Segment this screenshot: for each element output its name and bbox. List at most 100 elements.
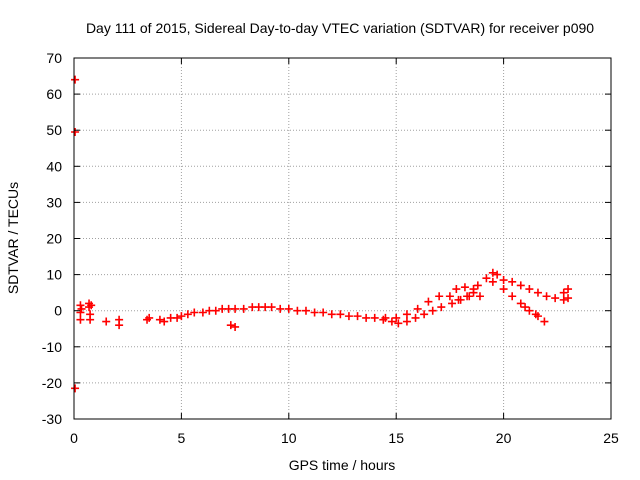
axis-ticks (73, 57, 612, 420)
data-point (115, 321, 124, 330)
x-axis-label: GPS time / hours (289, 457, 396, 473)
y-tick-label: 50 (46, 122, 62, 138)
y-tick-label: 30 (46, 194, 62, 210)
markers (71, 75, 573, 393)
data-point (76, 308, 85, 317)
data-point (508, 292, 517, 301)
data-point (475, 292, 484, 301)
data-point (86, 315, 95, 324)
data-point (71, 384, 80, 393)
data-point (76, 315, 85, 324)
data-point (493, 270, 502, 279)
data-point (211, 306, 220, 315)
data-point (155, 315, 164, 324)
data-point (469, 288, 478, 297)
data-point (77, 304, 86, 313)
data-point (488, 277, 497, 286)
data-point (525, 306, 534, 315)
data-point (173, 313, 182, 322)
data-point (531, 310, 540, 319)
data-point (336, 310, 345, 319)
data-point (473, 281, 482, 290)
data-point (551, 294, 560, 303)
data-point (525, 285, 534, 294)
data-point (387, 317, 396, 326)
data-point (276, 304, 285, 313)
y-tick-label: 70 (46, 50, 62, 66)
data-point (310, 308, 319, 317)
y-tick-label: 40 (46, 158, 62, 174)
chart-title: Day 111 of 2015, Sidereal Day-to-day VTE… (86, 20, 594, 36)
data-point (198, 308, 207, 317)
data-point (402, 310, 411, 319)
data-point (381, 313, 390, 322)
data-point (102, 317, 111, 326)
data-point (71, 128, 80, 137)
y-tick-label: -30 (42, 411, 62, 427)
data-point (420, 310, 429, 319)
data-point (540, 317, 549, 326)
x-tick-label: 15 (388, 430, 404, 446)
data-point (465, 292, 474, 301)
data-point (293, 306, 302, 315)
data-point (435, 292, 444, 301)
x-tick-label: 25 (603, 430, 619, 446)
data-point (437, 303, 446, 312)
data-point (267, 303, 276, 312)
data-point (516, 299, 525, 308)
data-point (344, 312, 353, 321)
y-tick-label: 60 (46, 86, 62, 102)
data-point (424, 297, 433, 306)
data-point (411, 313, 420, 322)
x-tick-label: 0 (70, 430, 78, 446)
data-point (499, 285, 508, 294)
data-point (521, 303, 530, 312)
data-point (301, 306, 310, 315)
data-point (190, 308, 199, 317)
data-point (564, 294, 573, 303)
y-tick-label: 10 (46, 267, 62, 283)
y-tick-labels: -30 -20 -10 0 10 20 30 40 50 60 70 (42, 50, 62, 427)
data-point (452, 285, 461, 294)
x-tick-label: 10 (281, 430, 297, 446)
data-point (516, 281, 525, 290)
data-point (370, 313, 379, 322)
data-point (488, 268, 497, 277)
data-point (533, 288, 542, 297)
data-point (183, 310, 192, 319)
y-tick-label: -20 (42, 375, 62, 391)
data-point (499, 276, 508, 285)
data-point (160, 317, 169, 326)
data-point (353, 312, 362, 321)
data-point (327, 310, 336, 319)
data-point (448, 299, 457, 308)
data-point (319, 308, 328, 317)
data-point (362, 313, 371, 322)
data-point (508, 277, 517, 286)
data-point (226, 321, 235, 330)
x-tick-labels: 0 5 10 15 20 25 (70, 430, 619, 446)
data-point (284, 304, 293, 313)
grid-lines (74, 58, 611, 419)
data-point (456, 295, 465, 304)
data-point (87, 301, 96, 310)
data-point (231, 304, 240, 313)
y-axis-label: SDTVAR / TECUs (5, 182, 21, 294)
data-point (542, 292, 551, 301)
data-point (445, 292, 454, 301)
data-point (564, 285, 573, 294)
data-point (76, 301, 85, 310)
x-tick-label: 20 (496, 430, 512, 446)
y-tick-label: -10 (42, 339, 62, 355)
data-point (392, 313, 401, 322)
data-point (71, 75, 80, 84)
data-point (413, 304, 422, 313)
data-point (559, 295, 568, 304)
data-point (428, 306, 437, 315)
y-tick-label: 0 (54, 303, 62, 319)
y-tick-label: 20 (46, 231, 62, 247)
x-tick-label: 5 (178, 430, 186, 446)
data-point (482, 274, 491, 283)
data-point (239, 304, 248, 313)
